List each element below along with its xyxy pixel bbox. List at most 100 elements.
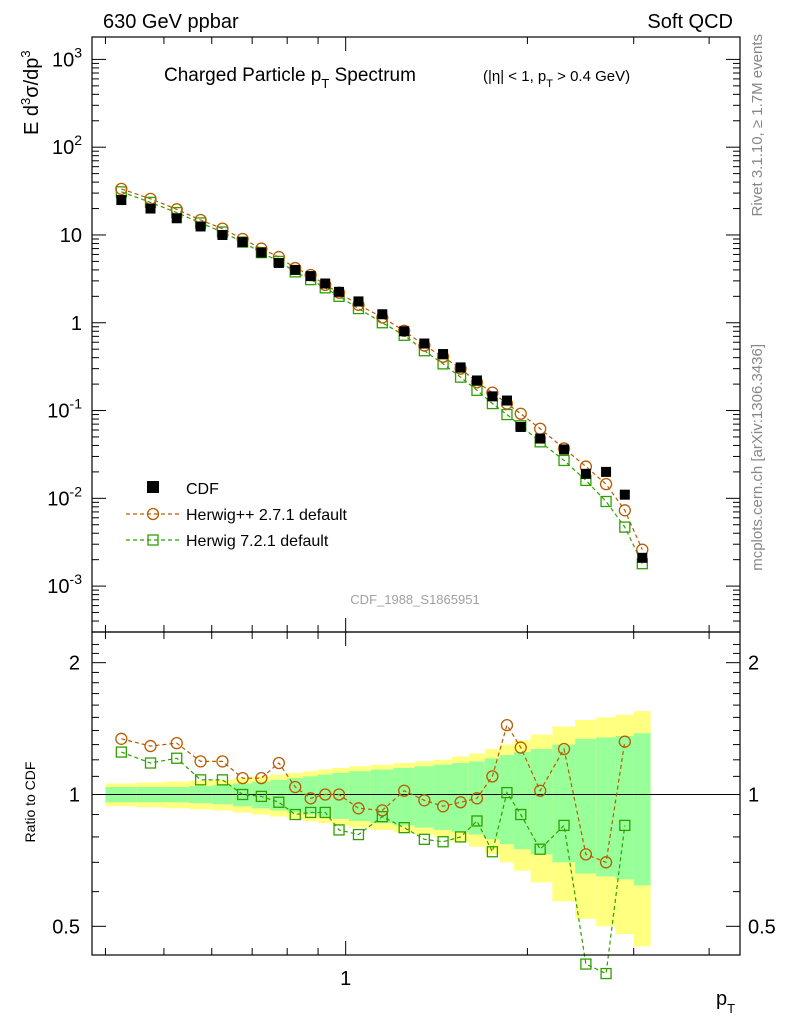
- ratio-band-inner: [303, 776, 319, 815]
- ratio-herwig7-point: [501, 786, 513, 799]
- ratio-herwig7-point: [619, 819, 631, 832]
- cdf-point: [237, 237, 248, 248]
- cdf-point: [501, 395, 512, 406]
- legend-herwigpp-label: Herwig++ 2.7.1 default: [186, 507, 348, 524]
- ratio-herwigpp-point: [470, 792, 484, 805]
- ratio-y-tick-label: 0.5: [52, 916, 80, 938]
- main-y-tick-label: 103: [52, 44, 82, 71]
- herwigpp-point: [618, 504, 631, 517]
- ratio-herwig7-point: [194, 774, 207, 786]
- ratio-herwigpp-point: [289, 780, 302, 794]
- ratio-band-inner: [615, 736, 634, 880]
- ratio-herwig7-point: [558, 819, 570, 832]
- ratio-herwigpp-point: [579, 848, 593, 861]
- title-main-a: Charged Particle p: [164, 65, 321, 86]
- ratio-herwigpp-line: [121, 723, 626, 864]
- ratio-herwig7-point: [471, 815, 483, 827]
- cdf-point: [535, 433, 546, 444]
- ratio-herwigpp-point: [436, 800, 450, 813]
- ratio-herwig7-point: [376, 811, 388, 823]
- ratio-herwigpp-point: [418, 794, 431, 807]
- ratio-herwig7-point: [454, 831, 467, 843]
- cdf-point: [580, 468, 591, 479]
- ratio-herwigpp-point: [398, 784, 411, 797]
- ratio-band-inner: [433, 764, 452, 830]
- herwigpp-point: [115, 182, 128, 196]
- ratio-herwig7-point: [115, 746, 127, 758]
- ratio-band-inner: [530, 749, 553, 855]
- x-axis-label: pT: [716, 988, 735, 1016]
- cdf-point: [601, 466, 612, 477]
- herwigpp-point: [599, 478, 613, 491]
- ratio-band-inner: [270, 779, 288, 811]
- title-sub-t: T: [321, 76, 329, 91]
- ratio-herwig7-point: [600, 967, 612, 980]
- ratio-herwigpp-point: [319, 788, 332, 801]
- ratio-band-inner: [318, 774, 333, 817]
- cdf-point: [438, 349, 449, 360]
- ratio-herwigpp-point: [304, 792, 317, 805]
- cdf-point: [171, 213, 182, 224]
- ratio-band-inner: [552, 744, 576, 863]
- ratio-herwigpp-point: [557, 742, 571, 756]
- ratio-herwig7-point: [580, 958, 592, 970]
- ratio-herwigpp-point: [514, 741, 527, 754]
- legend-herwig7-label: Herwig 7.2.1 default: [186, 533, 329, 550]
- cdf-point: [471, 375, 482, 386]
- main-marks: [115, 182, 649, 570]
- ratio-band-inner: [513, 752, 531, 850]
- chart-title-suffix: (|η| < 1, pT > 0.4 GeV): [483, 68, 630, 90]
- herwigpp-line: [121, 188, 643, 550]
- ratio-herwig7-point: [289, 808, 301, 821]
- title-main-b: Spectrum: [329, 65, 416, 86]
- ratio-band-inner: [484, 758, 500, 840]
- ratio-band-inner: [633, 733, 651, 886]
- ratio-band-inner: [287, 778, 304, 813]
- legend-herwig7-marker: [147, 534, 159, 546]
- ratio-herwig7-point: [236, 788, 249, 801]
- ratio-herwigpp-point: [170, 736, 183, 750]
- ratio-herwigpp-point: [534, 784, 547, 797]
- legend: CDF Herwig++ 2.7.1 default Herwig 7.2.1 de…: [126, 481, 348, 550]
- cdf-point: [256, 247, 267, 258]
- cdf-point: [334, 286, 345, 297]
- mcplots-label: mcplots.cern.ch [arXiv:1306.3436]: [749, 344, 766, 571]
- ratio-herwigpp-point: [255, 771, 268, 785]
- analysis-id: CDF_1988_S1865951: [350, 592, 479, 607]
- ratio-y-tick-label: 1: [69, 784, 80, 806]
- ratio-herwigpp-point: [272, 756, 285, 770]
- cdf-point: [195, 221, 206, 232]
- chart-title: Charged Particle pT Spectrum: [164, 65, 416, 91]
- main-y-tick-label: 1: [71, 313, 82, 335]
- cdf-point: [487, 391, 498, 402]
- main-y-tick-label: 10-3: [47, 571, 82, 598]
- ratio-herwig7-point: [437, 836, 449, 848]
- legend-herwigpp-marker: [146, 507, 160, 521]
- ratio-herwigpp-point: [486, 770, 499, 783]
- ratio-band-inner: [596, 737, 616, 877]
- ratio-band-inner: [575, 738, 597, 874]
- ratio-herwig7-point: [534, 843, 546, 855]
- ratio-herwig7-line: [121, 751, 626, 975]
- ratio-y-tick-label-right: 1: [748, 784, 759, 806]
- ratio-herwigpp-point: [352, 802, 365, 815]
- ratio-herwigpp-point: [115, 732, 128, 745]
- ratio-band-inner: [414, 766, 434, 828]
- ratio-herwig7-point: [273, 796, 285, 808]
- ratio-y-tick-label-right: 2: [748, 653, 759, 675]
- main-y-tick-label: 102: [52, 132, 82, 159]
- y-axis-label: E d3σ/dp3: [18, 50, 43, 135]
- ratio-band-inner: [348, 771, 371, 821]
- ratio-herwigpp-point: [599, 856, 613, 869]
- cdf-point: [559, 444, 570, 455]
- ratio-herwigpp-point: [194, 755, 207, 768]
- herwig7-point: [619, 521, 631, 533]
- cdf-point: [455, 362, 466, 373]
- legend-cdf-label: CDF: [186, 481, 219, 498]
- rivet-label: Rivet 3.1.10, ≥ 1.7M events: [749, 34, 766, 217]
- legend-cdf-marker: [147, 481, 159, 493]
- ratio-frame: [91, 631, 741, 956]
